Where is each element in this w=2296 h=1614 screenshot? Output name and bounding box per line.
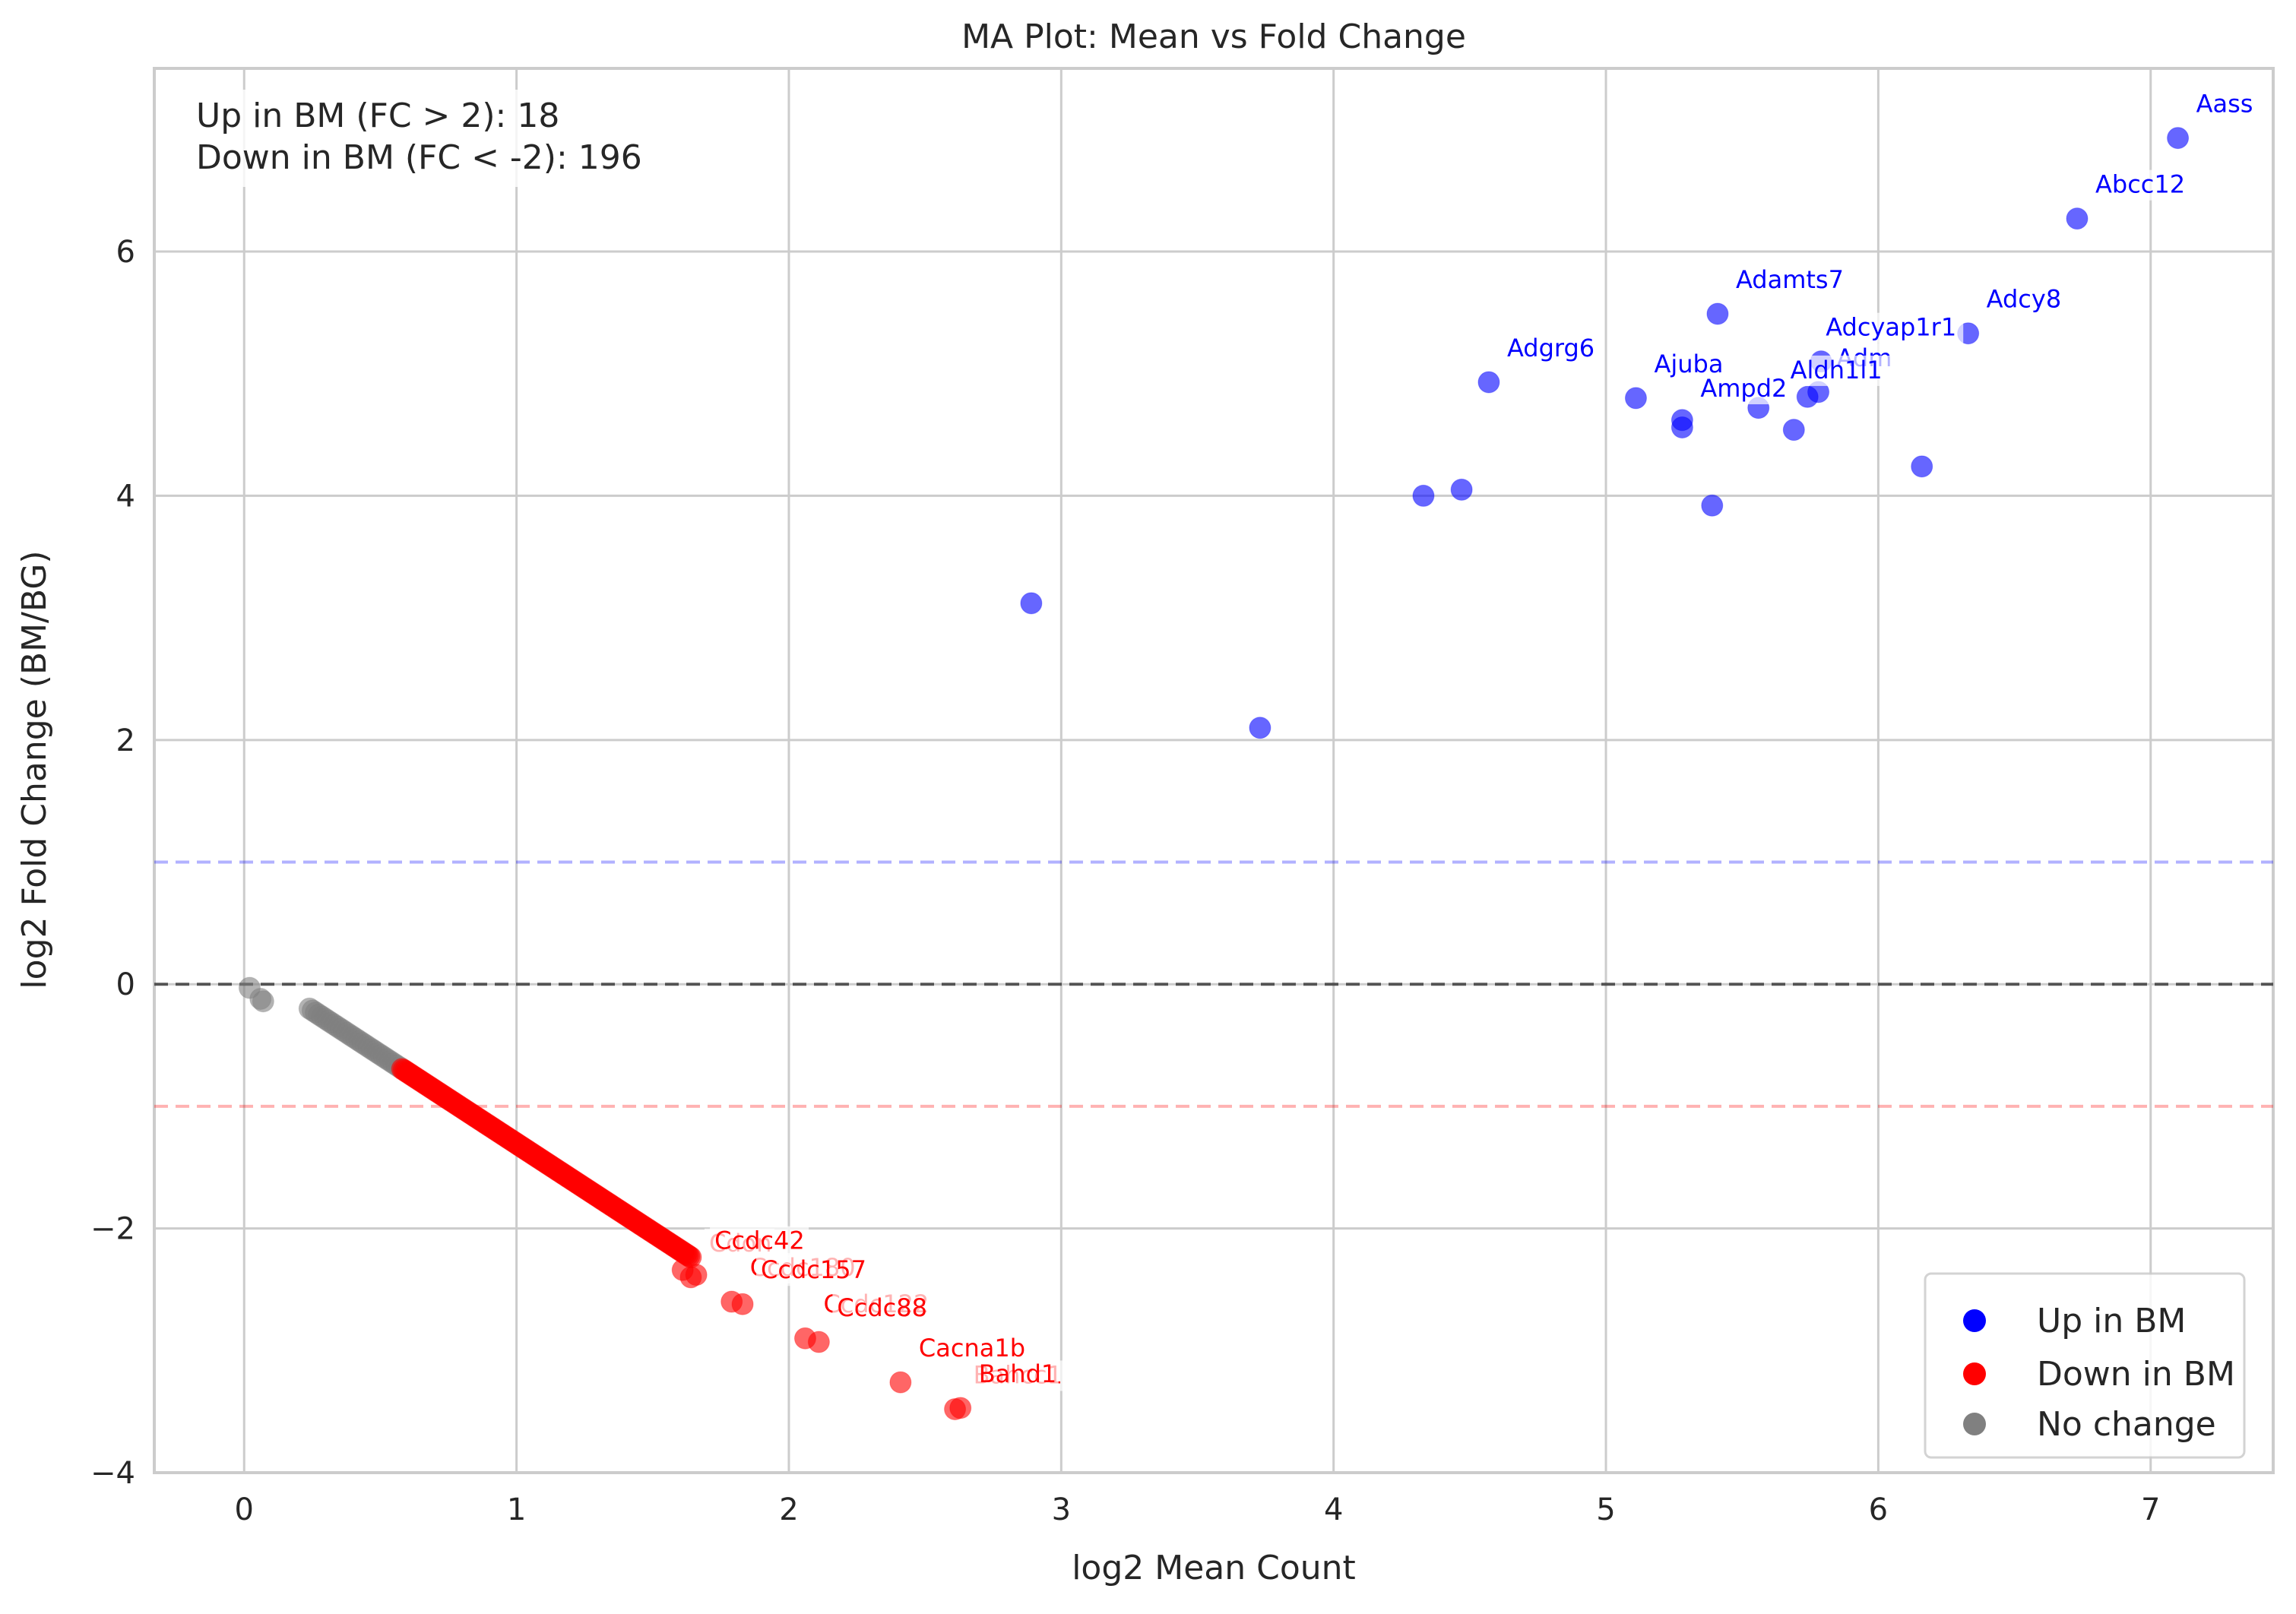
data-point — [1412, 484, 1435, 507]
point-label: Cacna1b — [919, 1334, 1025, 1362]
legend-entry-down: Down in BM — [1963, 1355, 2235, 1394]
data-points — [238, 127, 2190, 1420]
chart-title: MA Plot: Mean vs Fold Change — [961, 17, 1466, 56]
legend-entry-nochange: No change — [1963, 1405, 2216, 1444]
x-tick-label: 4 — [1324, 1492, 1343, 1527]
data-point — [671, 1258, 694, 1281]
legend-label-nochange: No change — [2037, 1405, 2216, 1444]
point-label: Adcyap1r1 — [1826, 313, 1956, 342]
x-tick-label: 6 — [1869, 1492, 1888, 1527]
point-label: Aldh1l1 — [1791, 356, 1883, 385]
data-point — [1796, 385, 1819, 408]
data-point — [252, 990, 274, 1013]
y-tick-label: 2 — [116, 723, 135, 758]
point-label-background — [832, 1293, 932, 1324]
legend-entry-up: Up in BM — [1963, 1302, 2186, 1340]
data-point — [1450, 478, 1473, 501]
point-label-background — [756, 1255, 870, 1286]
legend-marker-nochange — [1963, 1413, 1986, 1435]
legend-label-up: Up in BM — [2037, 1302, 2186, 1340]
data-point — [949, 1397, 972, 1419]
y-tick-label: 6 — [116, 235, 135, 270]
legend-label-down: Down in BM — [2037, 1355, 2235, 1394]
tick-labels: 0 1 2 3 4 5 6 7 −4 −2 0 2 4 6 — [90, 235, 2160, 1527]
data-point — [807, 1331, 830, 1353]
plot-area — [153, 67, 2275, 1474]
summary-up-count: Up in BM (FC > 2): 18 — [196, 97, 559, 135]
y-axis-label: log2 Fold Change (BM/BG) — [15, 550, 54, 989]
series-no-change — [238, 976, 411, 1078]
data-point — [1477, 371, 1500, 394]
legend-frame — [1924, 1272, 2246, 1459]
point-label-background — [1785, 355, 1899, 386]
data-point — [1624, 387, 1647, 410]
point-label: Adamts7 — [1736, 265, 1844, 294]
data-point — [731, 1293, 754, 1315]
x-axis-label: log2 Mean Count — [1072, 1549, 1356, 1587]
data-point — [1671, 416, 1693, 438]
point-label: Ccdc157 — [761, 1255, 866, 1284]
grid-lines — [154, 68, 2273, 1474]
point-label-background — [1981, 284, 2066, 315]
point-label: Bahd1 — [979, 1359, 1057, 1388]
point-label: Ccdc88 — [837, 1293, 927, 1322]
x-tick-label: 2 — [779, 1492, 798, 1527]
summary-down-count: Down in BM (FC < -2): 196 — [196, 138, 642, 177]
x-tick-label: 1 — [507, 1492, 526, 1527]
data-point — [1020, 592, 1043, 615]
point-label: Abcc12 — [2095, 170, 2185, 199]
data-point — [1706, 302, 1729, 325]
point-label: Ampd2 — [1700, 374, 1787, 403]
summary-box: Up in BM (FC > 2): 18 Down in BM (FC < -… — [188, 90, 720, 187]
point-label-background — [1502, 333, 1601, 364]
point-label-background — [2191, 89, 2262, 120]
data-point — [1701, 494, 1724, 517]
point-label-background — [1731, 264, 1845, 296]
point-label: Adgrg6 — [1507, 334, 1595, 362]
data-point — [2066, 207, 2089, 230]
point-label-background — [1696, 374, 1781, 405]
x-tick-label: 0 — [235, 1492, 254, 1527]
point-label: Aass — [2196, 90, 2253, 119]
summary-box-background — [188, 90, 720, 187]
legend-marker-up — [1963, 1309, 1986, 1332]
point-label-background — [2090, 169, 2190, 201]
data-point — [1911, 455, 1933, 478]
x-tick-label: 5 — [1596, 1492, 1615, 1527]
data-point — [1249, 717, 1272, 739]
data-point — [1782, 419, 1805, 441]
point-label-background — [710, 1226, 809, 1257]
point-labels: Aass Abcc12 Adamts7 Adcy8 Adcyap1r1 Adgrg6 Aju… — [704, 89, 2262, 1391]
y-tick-label: −4 — [90, 1456, 135, 1491]
y-tick-label: 0 — [116, 967, 135, 1002]
x-tick-label: 7 — [2141, 1492, 2160, 1527]
reference-lines — [154, 860, 2273, 1108]
point-label-background — [1821, 312, 1964, 343]
x-tick-label: 3 — [1052, 1492, 1071, 1527]
legend: Up in BM Down in BM No change — [1924, 1272, 2246, 1459]
y-tick-label: −2 — [90, 1212, 135, 1247]
y-tick-label: 4 — [116, 479, 135, 514]
series-down-in-bm — [391, 1058, 972, 1420]
point-label: Adcy8 — [1987, 285, 2062, 314]
point-label: Ajuba — [1654, 350, 1723, 378]
point-label-background — [914, 1334, 1028, 1365]
point-label-background — [974, 1359, 1059, 1390]
data-point — [889, 1371, 912, 1394]
data-point — [2167, 127, 2190, 150]
legend-marker-down — [1963, 1362, 1986, 1385]
point-label: Ccdc42 — [714, 1226, 805, 1255]
